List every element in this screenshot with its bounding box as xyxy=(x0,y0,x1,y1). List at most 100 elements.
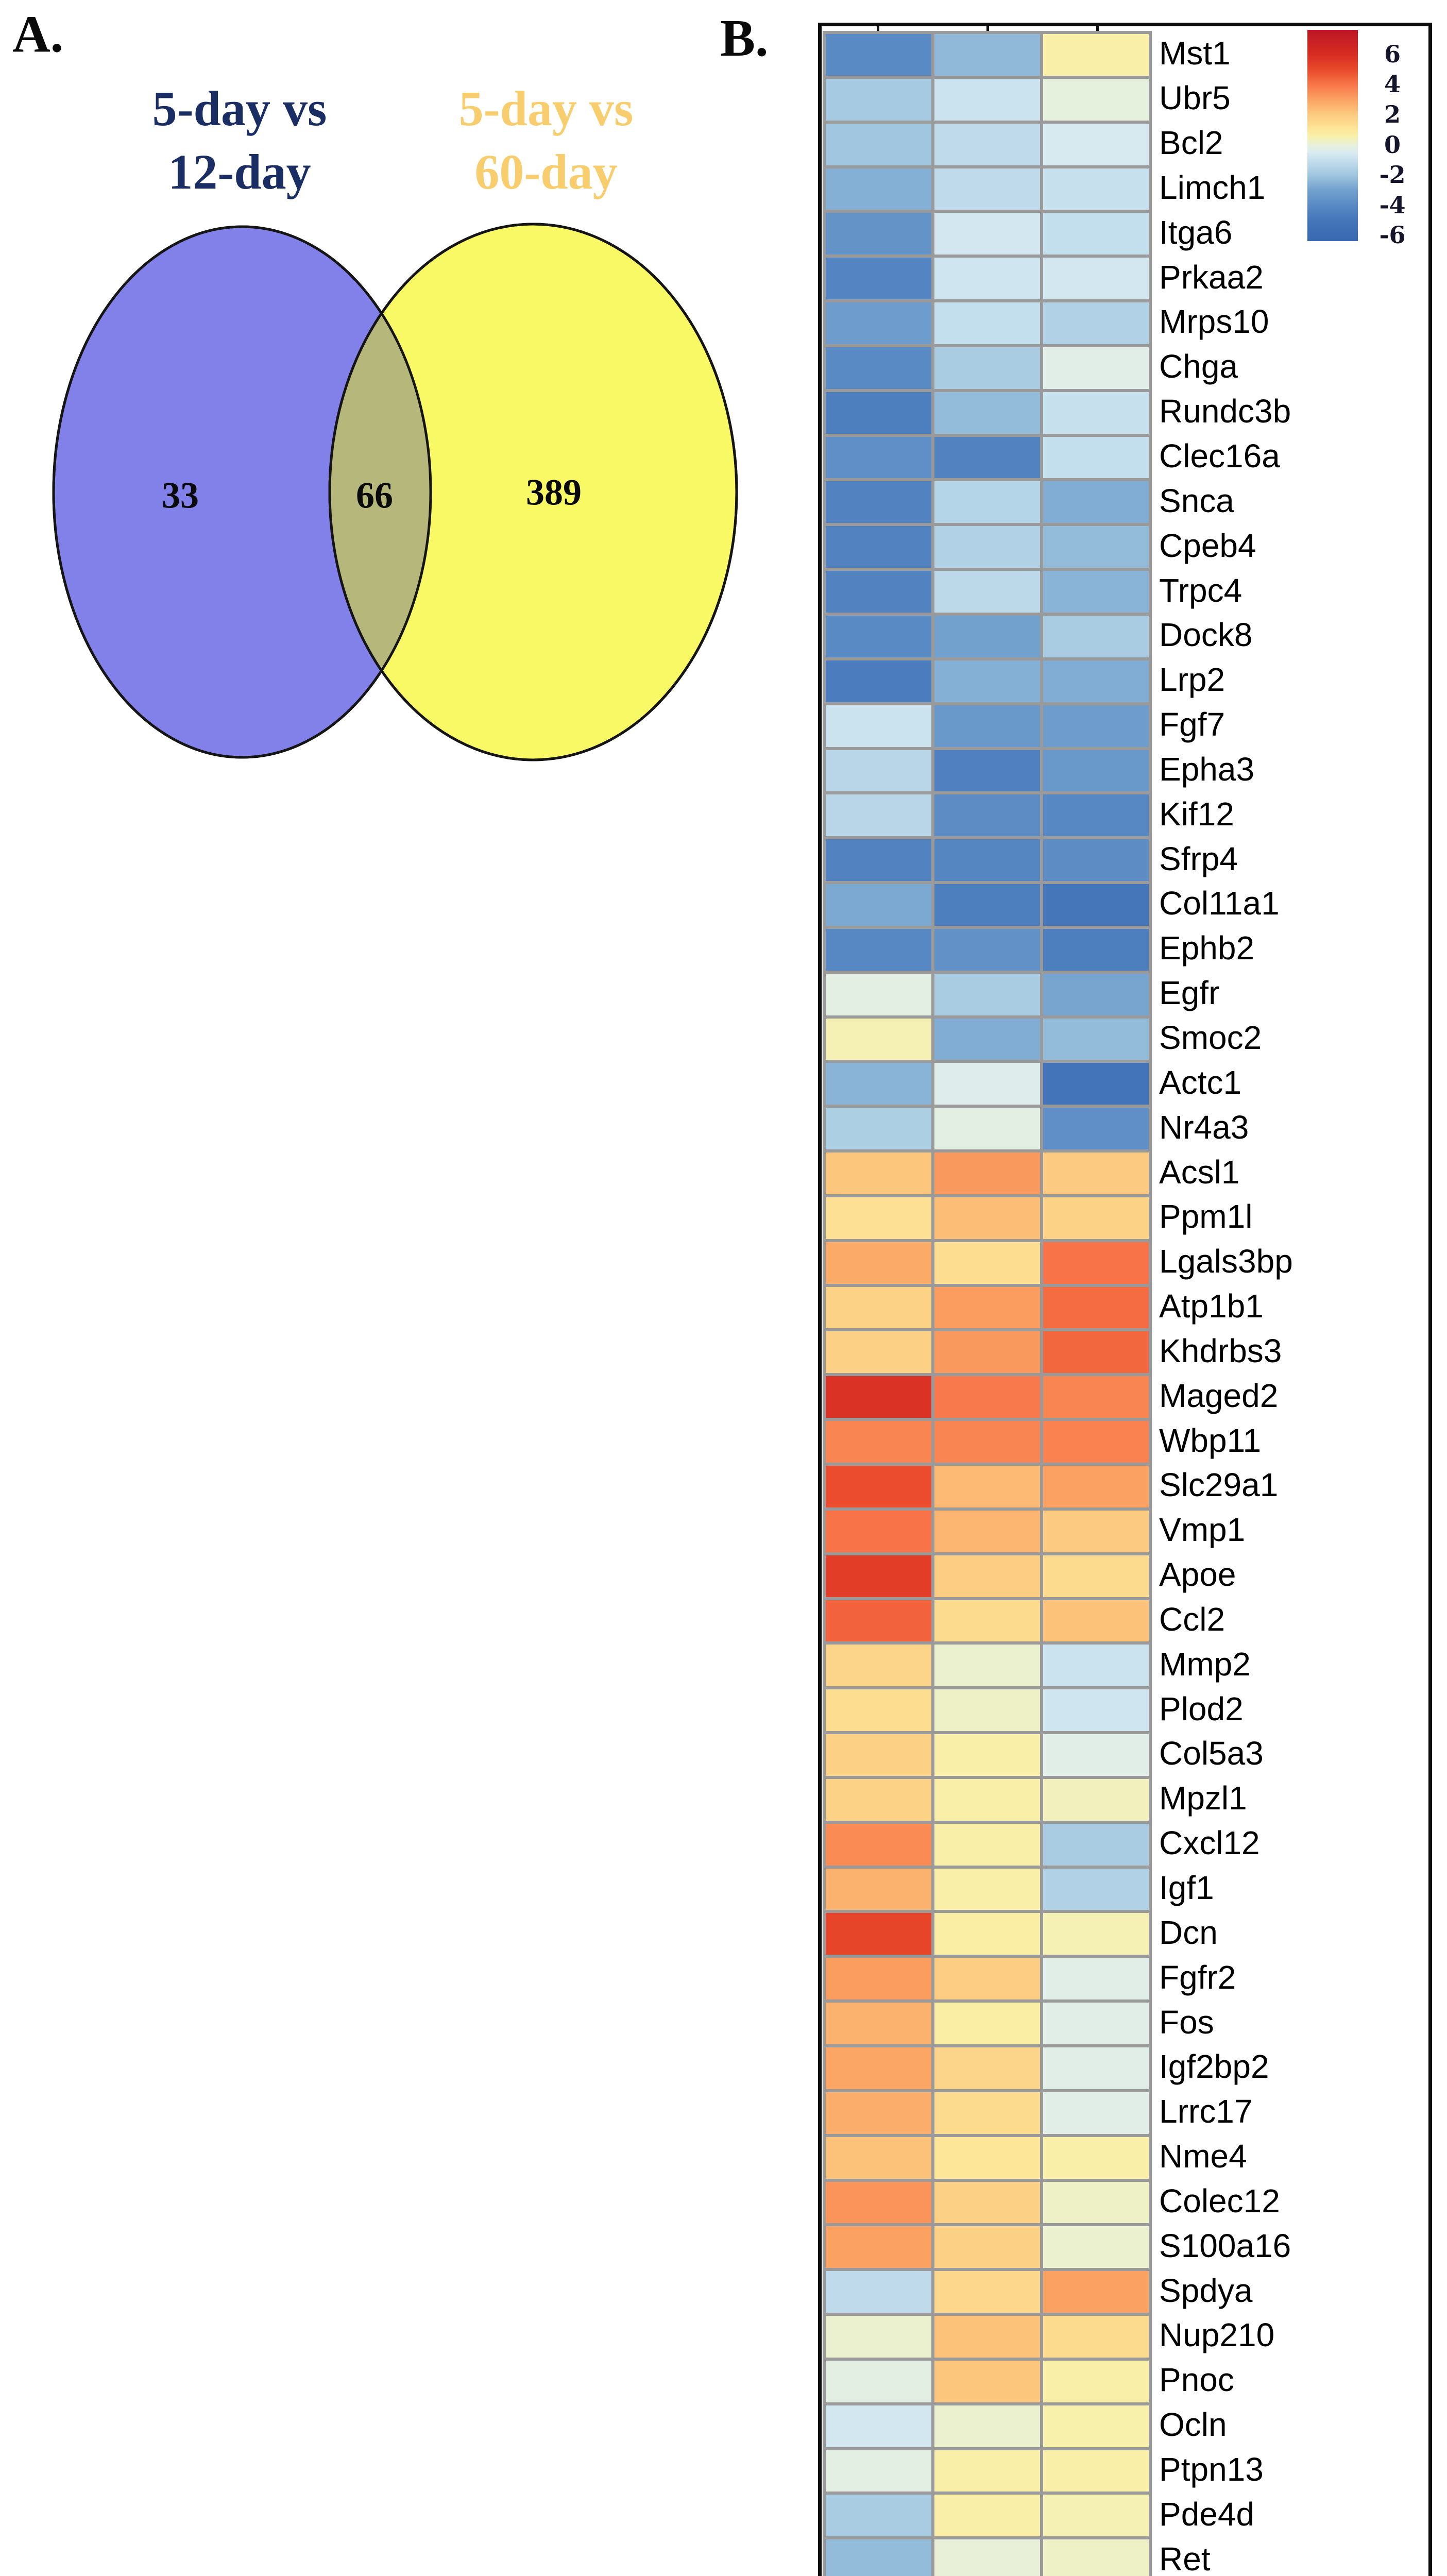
heatmap-cell-Col5a3-5d xyxy=(824,1733,933,1777)
heatmap-cell-Pde4d-5d xyxy=(824,2493,933,2538)
heatmap-cell-Lgals3bp-60d xyxy=(1042,1240,1150,1285)
gene-label-Ppm1l: Ppm1l xyxy=(1159,1198,1253,1235)
gene-label-Dcn: Dcn xyxy=(1159,1913,1218,1951)
heatmap-cell-Chga-60d xyxy=(1042,345,1150,391)
heatmap-cell-Acsl1-5d xyxy=(824,1151,933,1196)
heatmap-cell-Smoc2-12d xyxy=(933,1016,1042,1062)
heatmap-cell-Fos-60d xyxy=(1042,2001,1150,2046)
gene-label-Rundc3b: Rundc3b xyxy=(1159,393,1291,430)
gene-label-Pnoc: Pnoc xyxy=(1159,2361,1234,2399)
heatmap-cell-Apoe-12d xyxy=(933,1553,1042,1599)
heatmap-cell-Atp1b1-12d xyxy=(933,1285,1042,1330)
heatmap-cell-Nme4-12d xyxy=(933,2135,1042,2180)
heatmap-cell-Ccl2-5d xyxy=(824,1598,933,1643)
heatmap-cell-Ocln-5d xyxy=(824,2403,933,2449)
heatmap-cell-Wbp11-12d xyxy=(933,1419,1042,1464)
heatmap-cell-Col11a1-5d xyxy=(824,883,933,927)
venn-diagram xyxy=(52,223,738,761)
heatmap-cell-Colec12-5d xyxy=(824,2180,933,2225)
heatmap-cell-Ephb2-12d xyxy=(933,927,1042,972)
gene-label-Atp1b1: Atp1b1 xyxy=(1159,1287,1264,1325)
heatmap-cell-Colec12-60d xyxy=(1042,2180,1150,2225)
heatmap-cell-Cpeb4-5d xyxy=(824,524,933,570)
heatmap-cell-Lrrc17-12d xyxy=(933,2090,1042,2136)
gene-label-S100a16: S100a16 xyxy=(1159,2227,1291,2264)
heatmap-cell-Pde4d-12d xyxy=(933,2493,1042,2538)
heatmap-cell-Actc1-60d xyxy=(1042,1061,1150,1107)
colorbar-tick-0: 0 xyxy=(1384,130,1401,159)
heatmap-cell-Ocln-60d xyxy=(1042,2403,1150,2449)
heatmap-cell-Atp1b1-60d xyxy=(1042,1285,1150,1330)
heatmap-cell-Cpeb4-60d xyxy=(1042,524,1150,570)
heatmap-cell-Epha3-60d xyxy=(1042,748,1150,793)
heatmap-cell-Igf1-5d xyxy=(824,1867,933,1912)
gene-label-Ephb2: Ephb2 xyxy=(1159,929,1255,967)
heatmap-cell-Lgals3bp-12d xyxy=(933,1240,1042,1285)
heatmap-cell-Smoc2-60d xyxy=(1042,1016,1150,1062)
gene-label-Limch1: Limch1 xyxy=(1159,168,1266,206)
heatmap-cell-Pnoc-12d xyxy=(933,2359,1042,2404)
gene-label-Ocln: Ocln xyxy=(1159,2406,1227,2444)
venn-left-title-line1: 5-day vs xyxy=(152,81,327,136)
gene-label-Prkaa2: Prkaa2 xyxy=(1159,258,1264,296)
heatmap-cell-Mpzl1-5d xyxy=(824,1777,933,1822)
heatmap-cell-Dcn-12d xyxy=(933,1911,1042,1957)
gene-label-Igf1: Igf1 xyxy=(1159,1869,1214,1907)
heatmap-cell-Plod2-60d xyxy=(1042,1688,1150,1733)
colorbar-tick--4: -4 xyxy=(1379,191,1406,219)
heatmap-cell-Maged2-12d xyxy=(933,1375,1042,1420)
heatmap-cell-Khdrbs3-60d xyxy=(1042,1330,1150,1375)
heatmap-cell-Igf2bp2-5d xyxy=(824,2045,933,2091)
heatmap-cell-Pde4d-60d xyxy=(1042,2493,1150,2538)
heatmap-cell-Vmp1-12d xyxy=(933,1509,1042,1554)
heatmap-cell-Fgfr2-5d xyxy=(824,1956,933,2002)
gene-label-Fgf7: Fgf7 xyxy=(1159,706,1225,743)
heatmap-cell-Khdrbs3-5d xyxy=(824,1330,933,1375)
heatmap-cell-Kif12-12d xyxy=(933,793,1042,838)
gene-label-Wbp11: Wbp11 xyxy=(1159,1421,1262,1459)
heatmap-cell-Kif12-60d xyxy=(1042,793,1150,838)
heatmap-cell-Ccl2-60d xyxy=(1042,1598,1150,1643)
heatmap-cell-Slc29a1-60d xyxy=(1042,1464,1150,1509)
gene-label-Lgals3bp: Lgals3bp xyxy=(1159,1243,1293,1280)
heatmap-cell-Ocln-12d xyxy=(933,2403,1042,2449)
heatmap-cell-S100a16-5d xyxy=(824,2225,933,2270)
gene-label-Fos: Fos xyxy=(1159,2003,1214,2041)
heatmap-cell-Lrrc17-5d xyxy=(824,2090,933,2136)
gene-label-Mpzl1: Mpzl1 xyxy=(1159,1780,1247,1817)
heatmap-cell-Mmp2-60d xyxy=(1042,1643,1150,1688)
venn-right-title-line1: 5-day vs xyxy=(458,81,634,136)
heatmap-cell-Trpc4-12d xyxy=(933,569,1042,614)
gene-label-Spdya: Spdya xyxy=(1159,2272,1253,2309)
heatmap-cell-Ubr5-12d xyxy=(933,77,1042,122)
gene-label-Mst1: Mst1 xyxy=(1159,35,1231,72)
heatmap-cell-Ubr5-60d xyxy=(1042,77,1150,122)
heatmap-cell-Ret-60d xyxy=(1042,2538,1150,2576)
heatmap-cell-Dcn-5d xyxy=(824,1911,933,1957)
heatmap-cell-Snca-12d xyxy=(933,480,1042,525)
heatmap-cell-Spdya-60d xyxy=(1042,2269,1150,2315)
venn-left-title-line2: 12-day xyxy=(168,144,311,199)
gene-label-Ccl2: Ccl2 xyxy=(1159,1600,1225,1638)
gene-label-Sfrp4: Sfrp4 xyxy=(1159,840,1238,877)
heatmap-cell-Trpc4-60d xyxy=(1042,569,1150,614)
gene-label-Itga6: Itga6 xyxy=(1159,213,1233,251)
gene-label-Col11a1: Col11a1 xyxy=(1159,885,1280,922)
heatmap-grid xyxy=(823,31,1152,2576)
heatmap-cell-Cxcl12-5d xyxy=(824,1822,933,1867)
heatmap-cell-Fgf7-60d xyxy=(1042,703,1150,749)
colorbar-tick-6: 6 xyxy=(1384,40,1401,68)
heatmap-cell-Atp1b1-5d xyxy=(824,1285,933,1330)
heatmap-cell-Cxcl12-60d xyxy=(1042,1822,1150,1867)
heatmap-cell-Nme4-60d xyxy=(1042,2135,1150,2180)
heatmap-cell-Epha3-5d xyxy=(824,748,933,793)
heatmap-cell-Fos-12d xyxy=(933,2001,1042,2046)
heatmap-cell-Dock8-5d xyxy=(824,614,933,659)
heatmap-cell-Nme4-5d xyxy=(824,2135,933,2180)
heatmap-cell-Rundc3b-5d xyxy=(824,390,933,435)
gene-label-Lrrc17: Lrrc17 xyxy=(1159,2093,1253,2130)
heatmap-cell-Actc1-12d xyxy=(933,1061,1042,1107)
heatmap-cell-Fgf7-5d xyxy=(824,703,933,749)
heatmap-cell-Fos-5d xyxy=(824,2001,933,2046)
heatmap-cell-Plod2-5d xyxy=(824,1688,933,1733)
